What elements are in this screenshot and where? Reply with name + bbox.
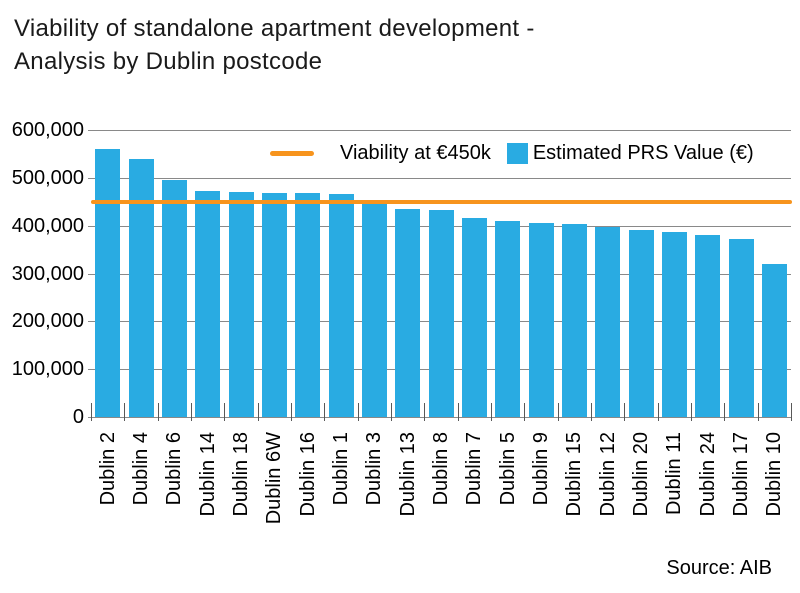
- x-axis-label: Dublin 24: [696, 432, 719, 517]
- x-axis-label: Dublin 6W: [263, 432, 286, 525]
- y-axis-label: 200,000: [11, 310, 84, 333]
- x-axis-label: Dublin 3: [363, 432, 386, 506]
- bar: [761, 263, 787, 417]
- legend: Viability at €450k Estimated PRS Value (…: [270, 142, 754, 165]
- x-axis-label: Dublin 8: [430, 432, 452, 506]
- x-axis-label: Dublin 14: [196, 432, 219, 517]
- bar: [495, 220, 521, 417]
- x-axis-tick: [224, 403, 226, 421]
- bar: [728, 239, 754, 417]
- viability-reference-line: [91, 199, 792, 204]
- y-axis-label: 0: [72, 406, 84, 428]
- bar: [361, 203, 387, 417]
- y-axis-label: 500,000: [11, 166, 84, 189]
- x-axis-label: Dublin 10: [763, 432, 786, 517]
- bar: [628, 229, 654, 417]
- bar: [561, 224, 587, 417]
- bar: [328, 194, 354, 417]
- bar: [661, 231, 687, 417]
- bar: [461, 217, 487, 417]
- bar: [95, 149, 121, 417]
- x-axis-label: Dublin 20: [630, 432, 652, 517]
- bar: [428, 210, 454, 417]
- x-axis-label: Dublin 5: [496, 432, 519, 506]
- x-axis-label: Dublin 16: [296, 432, 319, 517]
- legend-item-prs-value: Estimated PRS Value (€): [506, 142, 754, 165]
- x-axis-tick: [657, 403, 659, 421]
- x-axis-tick: [357, 403, 359, 421]
- legend-label-prs-value: Estimated PRS Value (€): [532, 142, 754, 164]
- x-axis-label: Dublin 4: [130, 432, 152, 506]
- x-axis-tick: [191, 403, 192, 421]
- bar: [695, 234, 721, 417]
- source-label: Source: AIB: [666, 557, 772, 579]
- x-axis-label: Dublin 18: [230, 432, 252, 517]
- x-axis-label: Dublin 6: [163, 432, 186, 506]
- x-axis-tick: [791, 403, 792, 421]
- x-axis-label: Dublin 17: [730, 432, 752, 517]
- x-axis-label: Dublin 7: [463, 432, 486, 506]
- x-axis-tick: [757, 403, 759, 421]
- x-axis-tick: [391, 403, 392, 421]
- bar: [228, 191, 254, 417]
- x-axis-tick: [124, 403, 126, 421]
- y-axis-label: 400,000: [11, 214, 84, 237]
- x-axis-tick: [324, 403, 326, 421]
- x-axis-tick: [524, 403, 526, 421]
- bar: [395, 209, 421, 417]
- bar: [195, 190, 221, 417]
- y-axis-label: 300,000: [11, 262, 84, 285]
- x-axis-tick: [457, 403, 459, 421]
- x-axis-tick: [691, 403, 692, 421]
- x-axis-tick: [624, 403, 626, 421]
- gridline: [88, 177, 791, 179]
- x-axis-label: Dublin 9: [530, 432, 552, 506]
- x-axis-tick: [724, 403, 726, 421]
- x-axis-tick: [157, 403, 159, 421]
- y-axis-label: 100,000: [11, 358, 84, 381]
- x-axis-tick: [557, 403, 559, 421]
- x-axis-tick: [491, 403, 492, 421]
- x-axis-tick: [91, 403, 92, 421]
- x-axis-label: Dublin 2: [96, 432, 119, 506]
- bar: [261, 192, 287, 417]
- gridline: [88, 417, 791, 418]
- bar: [128, 158, 154, 417]
- x-axis-label: Dublin 15: [563, 432, 586, 517]
- prs-value-swatch: [506, 143, 528, 164]
- x-axis-tick: [424, 403, 426, 421]
- x-axis-label: Dublin 12: [596, 432, 619, 517]
- gridline: [88, 130, 791, 131]
- x-axis-tick: [591, 403, 592, 421]
- x-axis-tick: [291, 403, 292, 421]
- x-axis-label: Dublin 11: [663, 432, 686, 516]
- y-axis-label: 600,000: [11, 119, 84, 141]
- x-axis-label: Dublin 1: [330, 432, 352, 506]
- legend-item-viability-line: Viability at €450k: [270, 142, 491, 165]
- x-axis-label: Dublin 13: [396, 432, 419, 517]
- bar: [161, 180, 187, 417]
- chart-title: Viability of standalone apartment develo…: [14, 15, 535, 75]
- legend-label-viability: Viability at €450k: [340, 142, 491, 164]
- viability-line-swatch: [270, 151, 314, 156]
- x-axis-tick: [257, 403, 259, 421]
- bar: [528, 223, 554, 417]
- bar: [595, 227, 621, 417]
- bar: [295, 193, 321, 417]
